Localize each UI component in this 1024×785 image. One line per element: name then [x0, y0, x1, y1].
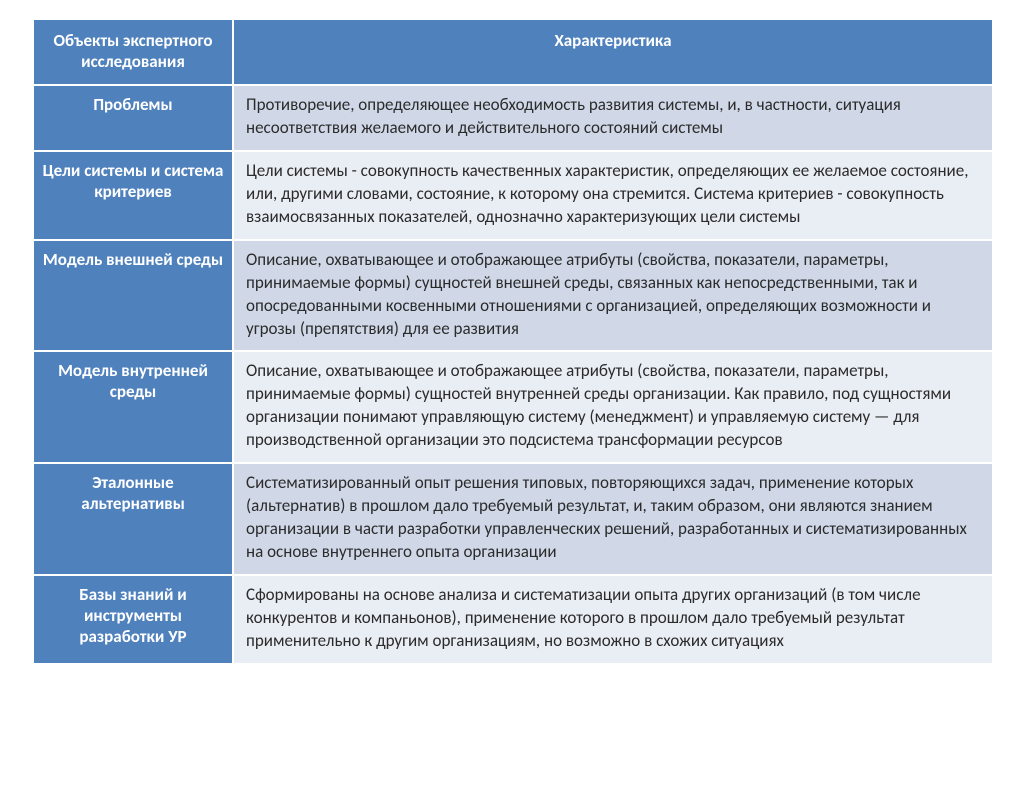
row-label: Проблемы — [33, 85, 233, 151]
table-row: Базы знаний и инструменты разработки УР … — [33, 575, 993, 664]
row-desc: Систематизированный опыт решения типовых… — [233, 463, 993, 575]
header-row: Объекты экспертного исследования Характе… — [33, 19, 993, 85]
row-desc: Описание, охватывающее и отображающее ат… — [233, 240, 993, 352]
row-desc: Цели системы - совокупность качественных… — [233, 151, 993, 240]
table-row: Эталонные альтернативы Систематизированн… — [33, 463, 993, 575]
table-row: Модель внутренней среды Описание, охваты… — [33, 351, 993, 463]
row-label: Цели системы и система критериев — [33, 151, 233, 240]
row-desc: Противоречие, определяющее необходимость… — [233, 85, 993, 151]
row-desc: Сформированы на основе анализа и система… — [233, 575, 993, 664]
table-row: Цели системы и система критериев Цели си… — [33, 151, 993, 240]
table-row: Модель внешней среды Описание, охватываю… — [33, 240, 993, 352]
header-objects: Объекты экспертного исследования — [33, 19, 233, 85]
row-label: Базы знаний и инструменты разработки УР — [33, 575, 233, 664]
row-desc: Описание, охватывающее и отображающее ат… — [233, 351, 993, 463]
row-label: Эталонные альтернативы — [33, 463, 233, 575]
table-row: Проблемы Противоречие, определяющее необ… — [33, 85, 993, 151]
row-label: Модель внешней среды — [33, 240, 233, 352]
data-table: Объекты экспертного исследования Характе… — [32, 18, 994, 665]
expert-objects-table: Объекты экспертного исследования Характе… — [32, 18, 992, 665]
header-characteristics: Характеристика — [233, 19, 993, 85]
row-label: Модель внутренней среды — [33, 351, 233, 463]
